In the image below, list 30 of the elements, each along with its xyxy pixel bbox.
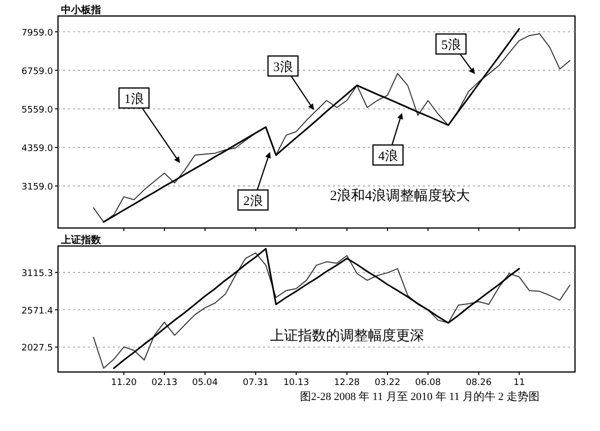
y-tick-label: 7959.0 <box>22 28 54 38</box>
x-tick-label: 11 <box>514 378 525 388</box>
caption: 图2-28 2008 年 11 月至 2010 年 11 月的牛 2 走势图 <box>300 390 540 403</box>
y-tick-label: 5559.0 <box>22 105 54 116</box>
y-tick-label: 6759.0 <box>22 66 54 77</box>
chart-title: 中小板指 <box>61 4 101 16</box>
x-tick-label: 02.13 <box>152 378 178 388</box>
y-tick-label: 4359.0 <box>22 144 54 154</box>
x-tick-label: 10.13 <box>283 378 310 388</box>
annotation: 3浪 <box>273 59 293 74</box>
x-tick-label: 05.04 <box>192 378 218 388</box>
x-tick-label: 07.31 <box>242 378 269 388</box>
x-tick-label: 12.28 <box>334 378 360 388</box>
x-tick-label: 06.08 <box>415 378 442 388</box>
x-tick-label: 03.22 <box>374 378 400 388</box>
x-tick-label: 08.26 <box>466 378 492 388</box>
y-tick-label: 3159.0 <box>22 182 54 192</box>
y-tick-label: 2571.4 <box>22 306 54 316</box>
y-tick-label: 2027.5 <box>22 344 53 354</box>
annotation: 1浪 <box>124 91 144 106</box>
line-series <box>93 252 570 369</box>
annotation: 5浪 <box>441 37 461 52</box>
annotation: 2浪和4浪调整幅度较大 <box>330 188 470 204</box>
annotation: 4浪 <box>378 148 398 163</box>
annotation: 2浪 <box>243 193 263 208</box>
line-series <box>113 248 520 369</box>
x-tick-label: 11.20 <box>111 378 138 388</box>
chart-title: 上证指数 <box>60 234 102 246</box>
annotation: 上证指数的调整幅度更深 <box>270 328 424 344</box>
y-tick-label: 3115.3 <box>22 268 53 279</box>
